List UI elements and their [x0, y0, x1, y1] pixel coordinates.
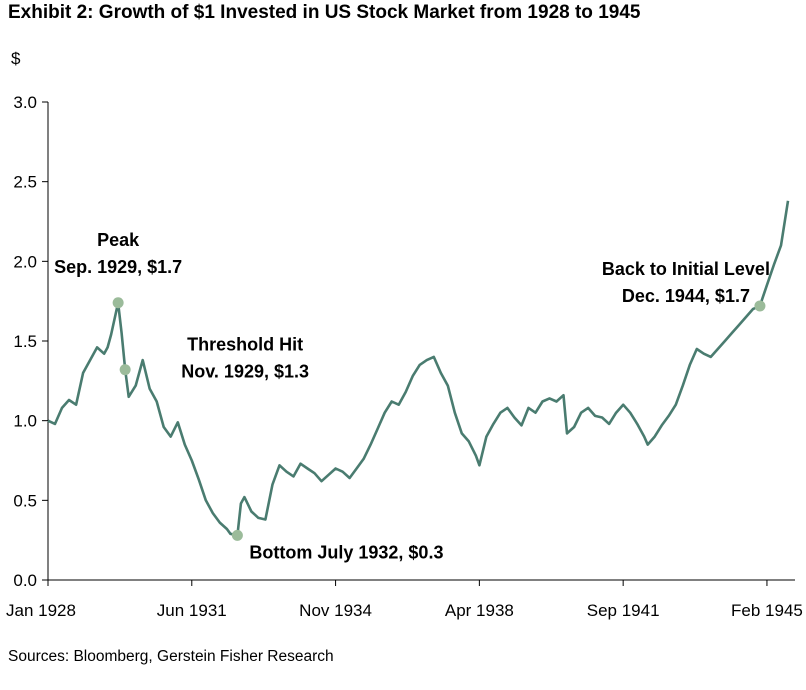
source-note: Sources: Bloomberg, Gerstein Fisher Rese… [8, 648, 334, 665]
x-tick-label: Apr 1938 [445, 601, 514, 620]
y-tick-label: 2.5 [13, 173, 37, 192]
y-tick-label: 1.5 [13, 332, 37, 351]
annotation-label: Threshold Hit [187, 335, 303, 355]
annotation-marker [112, 297, 124, 309]
chart-ticks: $0.0 0.5 1.0 1.5 2.0 2.5 3.0 Jan 1928 Jun 1931 No… [6, 49, 803, 620]
series-line [47, 200, 790, 537]
line-chart: $0.0 0.5 1.0 1.5 2.0 2.5 3.0 Jan 1928 Jun 1931 No… [6, 49, 803, 620]
x-tick-label: Jan 1928 [6, 601, 76, 620]
y-tick-label: 3.0 [13, 93, 37, 112]
annotation-marker [754, 300, 766, 312]
y-tick-label: 0.5 [13, 491, 37, 510]
x-tick-label: Nov 1934 [299, 601, 372, 620]
annotation-marker [231, 529, 243, 541]
x-tick-label: Jun 1931 [157, 601, 227, 620]
y-axis-label: $ [11, 49, 21, 68]
chart-axes [47, 102, 795, 581]
annotation-label: Nov. 1929, $1.3 [181, 362, 309, 382]
annotation-label: Back to Initial Level [602, 259, 770, 279]
x-tick-label: Sep 1941 [587, 601, 660, 620]
annotation-markers [112, 297, 766, 541]
y-tick-label: 2.0 [13, 252, 37, 271]
chart-title: Exhibit 2: Growth of $1 Invested in US S… [8, 2, 641, 23]
x-tick-label: Feb 1945 [731, 601, 803, 620]
annotation-label: Peak [97, 230, 140, 250]
annotation-label: Bottom July 1932, $0.3 [249, 542, 443, 562]
y-tick-label: 1.0 [13, 412, 37, 431]
annotation-marker [119, 364, 131, 376]
annotation-labels: Peak Sep. 1929, $1.7 Threshold Hit Nov. 192… [54, 230, 770, 563]
annotation-label: Sep. 1929, $1.7 [54, 257, 182, 277]
annotation-label: Dec. 1944, $1.7 [622, 286, 750, 306]
y-tick-label: 0.0 [13, 571, 37, 590]
